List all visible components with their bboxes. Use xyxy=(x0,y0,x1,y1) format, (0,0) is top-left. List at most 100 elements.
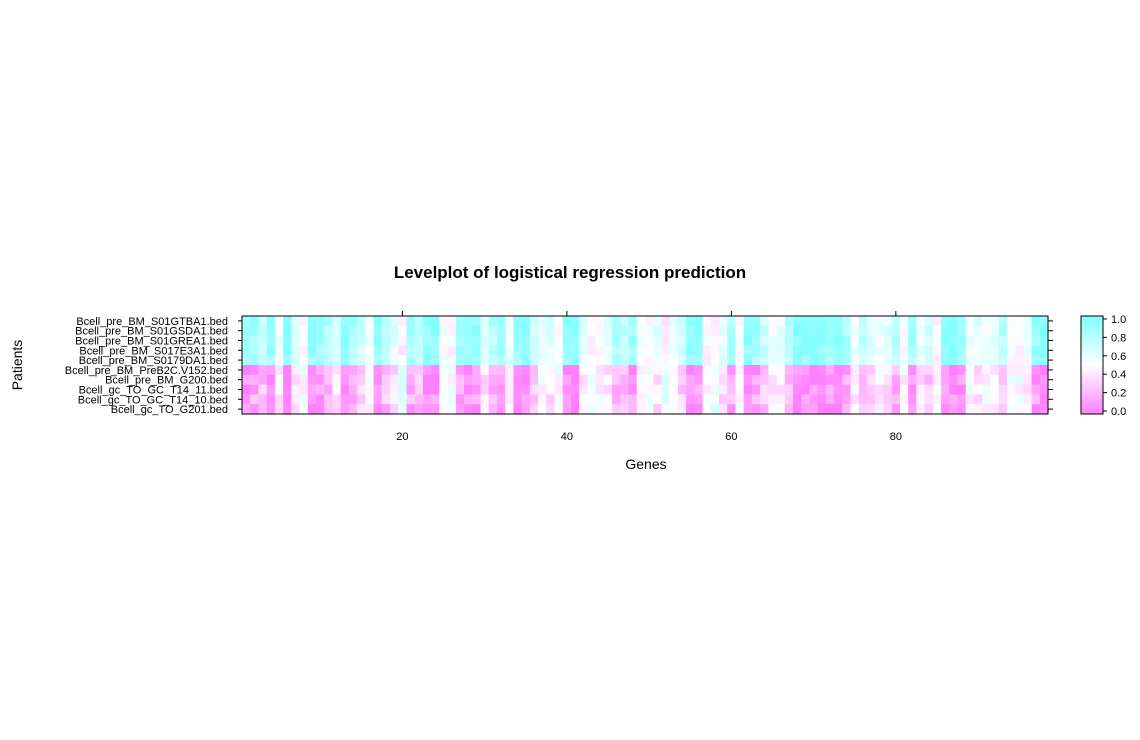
heatmap-cell xyxy=(809,384,819,395)
heatmap-cell xyxy=(760,355,769,366)
heatmap-cell xyxy=(390,394,399,405)
heatmap-cell xyxy=(579,384,589,395)
heatmap-cell xyxy=(587,394,597,405)
heatmap-cell xyxy=(645,325,654,337)
heatmap-cell xyxy=(472,394,482,405)
heatmap-cell xyxy=(488,316,498,327)
heatmap-cell xyxy=(735,355,745,366)
heatmap-cell xyxy=(538,394,547,405)
heatmap-cell xyxy=(455,355,465,366)
heatmap-cell xyxy=(291,394,301,405)
heatmap-cell xyxy=(472,384,482,395)
heatmap-cell xyxy=(735,335,745,346)
heatmap-cell xyxy=(529,325,539,337)
heatmap-cell xyxy=(686,384,695,395)
heatmap-cell xyxy=(398,384,408,395)
heatmap-cell xyxy=(908,316,917,327)
heatmap-cell xyxy=(702,394,712,405)
heatmap-cell xyxy=(274,374,284,386)
heatmap-cell xyxy=(916,355,926,366)
heatmap-cell xyxy=(891,335,901,346)
heatmap-cell xyxy=(932,335,942,346)
heatmap-cell xyxy=(1023,355,1033,366)
heatmap-cell xyxy=(266,394,276,405)
heatmap-cell xyxy=(274,404,284,415)
heatmap-cell xyxy=(801,325,811,337)
heatmap-cell xyxy=(414,345,424,356)
heatmap-cell xyxy=(702,365,712,376)
heatmap-cell xyxy=(521,365,531,376)
heatmap-cell xyxy=(480,404,490,415)
heatmap-cell xyxy=(447,355,457,366)
heatmap-cell xyxy=(603,345,613,356)
heatmap-cell xyxy=(801,345,811,356)
heatmap-cell xyxy=(365,345,375,356)
heatmap-cell xyxy=(825,325,835,337)
heatmap-cell xyxy=(719,404,728,415)
heatmap-cell xyxy=(883,345,893,356)
heatmap-cell xyxy=(661,335,671,346)
heatmap-cell xyxy=(842,394,852,405)
heatmap-cell xyxy=(834,345,843,356)
heatmap-cell xyxy=(488,335,498,346)
heatmap-cell xyxy=(357,394,366,405)
heatmap-cell xyxy=(620,345,630,356)
heatmap-cell xyxy=(834,316,843,327)
heatmap-cell xyxy=(735,394,745,405)
heatmap-cell xyxy=(1031,384,1041,395)
heatmap-cell xyxy=(998,404,1008,415)
heatmap-cell xyxy=(316,404,325,415)
heatmap-cell xyxy=(258,394,268,405)
heatmap-cell xyxy=(916,335,926,346)
heatmap-cell xyxy=(850,355,860,366)
heatmap-cell xyxy=(422,394,432,405)
heatmap-cell xyxy=(554,404,564,415)
patient-label: Bcell_pre_BM_S01GTBA1.bed xyxy=(76,316,228,328)
heatmap-cell xyxy=(751,325,761,337)
heatmap-cell xyxy=(801,316,811,327)
heatmap-cell xyxy=(1031,345,1041,356)
heatmap-cell xyxy=(266,355,276,366)
heatmap-cell xyxy=(570,355,580,366)
heatmap-cell xyxy=(414,404,424,415)
heatmap-cell xyxy=(340,335,350,346)
colorbar-tick-label: 0.8 xyxy=(1111,332,1126,344)
heatmap-cell xyxy=(760,394,769,405)
heatmap-cell xyxy=(867,365,876,376)
heatmap-cell xyxy=(867,316,876,327)
heatmap-cell xyxy=(299,316,309,327)
colorbar-ticks: 1.0 0.8 0.6 0.4 0.2 0.0 xyxy=(1103,314,1126,418)
heatmap-cell xyxy=(669,335,679,346)
heatmap-cell xyxy=(472,374,482,386)
heatmap-cell xyxy=(867,355,876,366)
heatmap-cell xyxy=(365,404,375,415)
heatmap-cell xyxy=(258,384,268,395)
heatmap-cell xyxy=(348,355,358,366)
heatmap-cell xyxy=(875,394,885,405)
heatmap-cell xyxy=(941,335,950,346)
patient-label: Bcell_pre_BM_PreB2C.V152.bed xyxy=(65,365,228,377)
heatmap-cell xyxy=(941,325,950,337)
heatmap-cell xyxy=(727,365,737,376)
heatmap-cell xyxy=(612,394,621,405)
heatmap-cell xyxy=(562,404,572,415)
heatmap-cell xyxy=(760,325,769,337)
heatmap-cell xyxy=(669,345,679,356)
heatmap-cell xyxy=(464,325,473,337)
heatmap-cell xyxy=(570,384,580,395)
heatmap-cell xyxy=(760,345,769,356)
heatmap-cell xyxy=(817,335,827,346)
heatmap-cell xyxy=(793,394,802,405)
heatmap-cell xyxy=(414,355,424,366)
heatmap-cell xyxy=(447,404,457,415)
heatmap-cell xyxy=(587,325,597,337)
heatmap-cell xyxy=(908,365,917,376)
colorbar xyxy=(1080,315,1104,415)
heatmap-cell xyxy=(867,335,876,346)
heatmap-cell xyxy=(398,345,408,356)
heatmap-cell xyxy=(867,384,876,395)
heatmap-cell xyxy=(743,345,753,356)
heatmap-cell xyxy=(250,345,260,356)
heatmap-cell xyxy=(965,355,975,366)
heatmap-cell xyxy=(505,355,514,366)
